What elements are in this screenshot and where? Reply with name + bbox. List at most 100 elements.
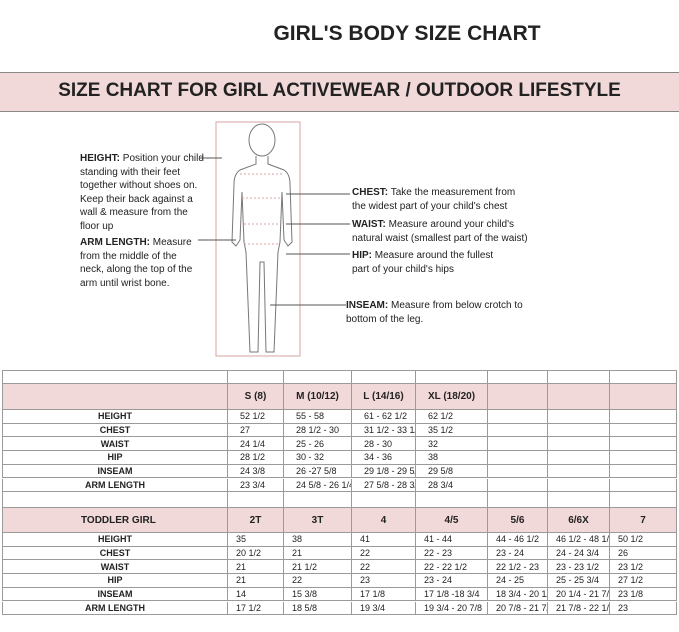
child-outline <box>231 123 293 353</box>
note-label: ARM LENGTH: <box>80 237 150 248</box>
value: 21 <box>228 574 284 588</box>
row-label: ARM LENGTH <box>2 478 228 493</box>
cell <box>610 437 677 452</box>
value: 20 1/4 - 21 7/8 <box>548 587 610 602</box>
column-header: 6/6X <box>548 508 610 533</box>
column-header: XL (18/20) <box>416 384 488 410</box>
value: 22 <box>352 546 416 561</box>
cell <box>284 492 352 508</box>
value: 21 <box>284 546 352 561</box>
cell <box>548 370 610 384</box>
pointer-lines <box>198 157 350 306</box>
title: GIRL'S BODY SIZE CHART <box>273 22 541 45</box>
value: 55 - 58 <box>284 410 352 424</box>
value: 23 3/4 <box>228 478 284 493</box>
column-header: S (8) <box>228 384 284 410</box>
column-header: 4/5 <box>416 508 488 533</box>
value: 28 1/2 <box>228 451 284 465</box>
column-header: 5/6 <box>488 508 548 533</box>
cell <box>548 410 610 424</box>
row-label: WAIST <box>2 437 228 452</box>
row-label: HIP <box>2 574 228 588</box>
value: 19 3/4 - 20 7/8 <box>416 601 488 616</box>
note: CHEST: Take the measurement from the wid… <box>352 186 522 213</box>
subtitle: SIZE CHART FOR GIRL ACTIVEWEAR / OUTDOOR… <box>58 80 621 101</box>
cell <box>352 370 416 384</box>
value: 17 1/8 <box>352 587 416 602</box>
value: 17 1/8 -18 3/4 <box>416 587 488 602</box>
value: 50 1/2 <box>610 533 677 547</box>
value: 23 1/8 <box>610 587 677 602</box>
value: 21 7/8 - 22 1/4 <box>548 601 610 616</box>
row-label: CHEST <box>2 546 228 561</box>
value: 18 5/8 <box>284 601 352 616</box>
value: 34 - 36 <box>352 451 416 465</box>
cell <box>610 492 677 508</box>
cell <box>416 492 488 508</box>
value: 24 1/4 <box>228 437 284 452</box>
cell <box>488 492 548 508</box>
value: 52 1/2 <box>228 410 284 424</box>
value: 22 <box>284 574 352 588</box>
note: HIP: Measure around the fullest part of … <box>352 249 512 276</box>
value: 25 - 26 <box>284 437 352 452</box>
value: 15 3/8 <box>284 587 352 602</box>
value: 32 <box>416 437 488 452</box>
value: 23 - 24 <box>488 546 548 561</box>
cell <box>488 370 548 384</box>
column-header: M (10/12) <box>284 384 352 410</box>
value: 14 <box>228 587 284 602</box>
note-text: Measure from the middle of the neck, alo… <box>80 237 193 289</box>
value: 35 1/2 <box>416 423 488 438</box>
value: 28 3/4 <box>416 478 488 493</box>
row-label: HIP <box>2 451 228 465</box>
column-header: 3T <box>284 508 352 533</box>
value: 38 <box>284 533 352 547</box>
value: 61 - 62 1/2 <box>352 410 416 424</box>
value: 29 1/8 - 29 5/8 <box>352 464 416 479</box>
note-text: Take the measurement from the widest par… <box>352 187 516 212</box>
note-text: Measure around your child's natural wais… <box>352 219 528 244</box>
cell <box>488 437 548 452</box>
cell <box>610 423 677 438</box>
cell <box>488 464 548 479</box>
value: 62 1/2 <box>416 410 488 424</box>
table-label: TODDLER GIRL <box>2 508 228 533</box>
value: 22 1/2 - 23 <box>488 560 548 575</box>
value: 23 1/2 <box>610 560 677 575</box>
cell <box>610 464 677 479</box>
row-label: ARM LENGTH <box>2 601 228 616</box>
value: 23 <box>610 601 677 616</box>
value: 17 1/2 <box>228 601 284 616</box>
cell <box>548 384 610 410</box>
value: 24 5/8 - 26 1/4 <box>284 478 352 493</box>
note-label: WAIST: <box>352 219 386 230</box>
cell <box>610 451 677 465</box>
cell <box>548 492 610 508</box>
value: 25 - 25 3/4 <box>548 574 610 588</box>
value: 23 - 24 <box>416 574 488 588</box>
value: 30 - 32 <box>284 451 352 465</box>
column-header: L (14/16) <box>352 384 416 410</box>
value: 23 - 23 1/2 <box>548 560 610 575</box>
column-header: 4 <box>352 508 416 533</box>
column-header: 2T <box>228 508 284 533</box>
value: 26 <box>610 546 677 561</box>
value: 28 - 30 <box>352 437 416 452</box>
row-label: INSEAM <box>2 464 228 479</box>
cell <box>548 478 610 493</box>
value: 27 <box>228 423 284 438</box>
value: 18 3/4 - 20 1/4 <box>488 587 548 602</box>
measure-lines <box>240 173 284 245</box>
value: 28 1/2 - 30 <box>284 423 352 438</box>
value: 24 3/8 <box>228 464 284 479</box>
value: 27 5/8 - 28 3/8 <box>352 478 416 493</box>
note: HEIGHT: Position your child standing wit… <box>80 152 205 233</box>
value: 23 <box>352 574 416 588</box>
cell <box>548 464 610 479</box>
note-label: HEIGHT: <box>80 153 120 164</box>
value: 20 7/8 - 21 7/8 <box>488 601 548 616</box>
note-text: Measure from below crotch to bottom of t… <box>346 300 523 325</box>
note-label: HIP: <box>352 250 372 261</box>
value: 22 <box>352 560 416 575</box>
